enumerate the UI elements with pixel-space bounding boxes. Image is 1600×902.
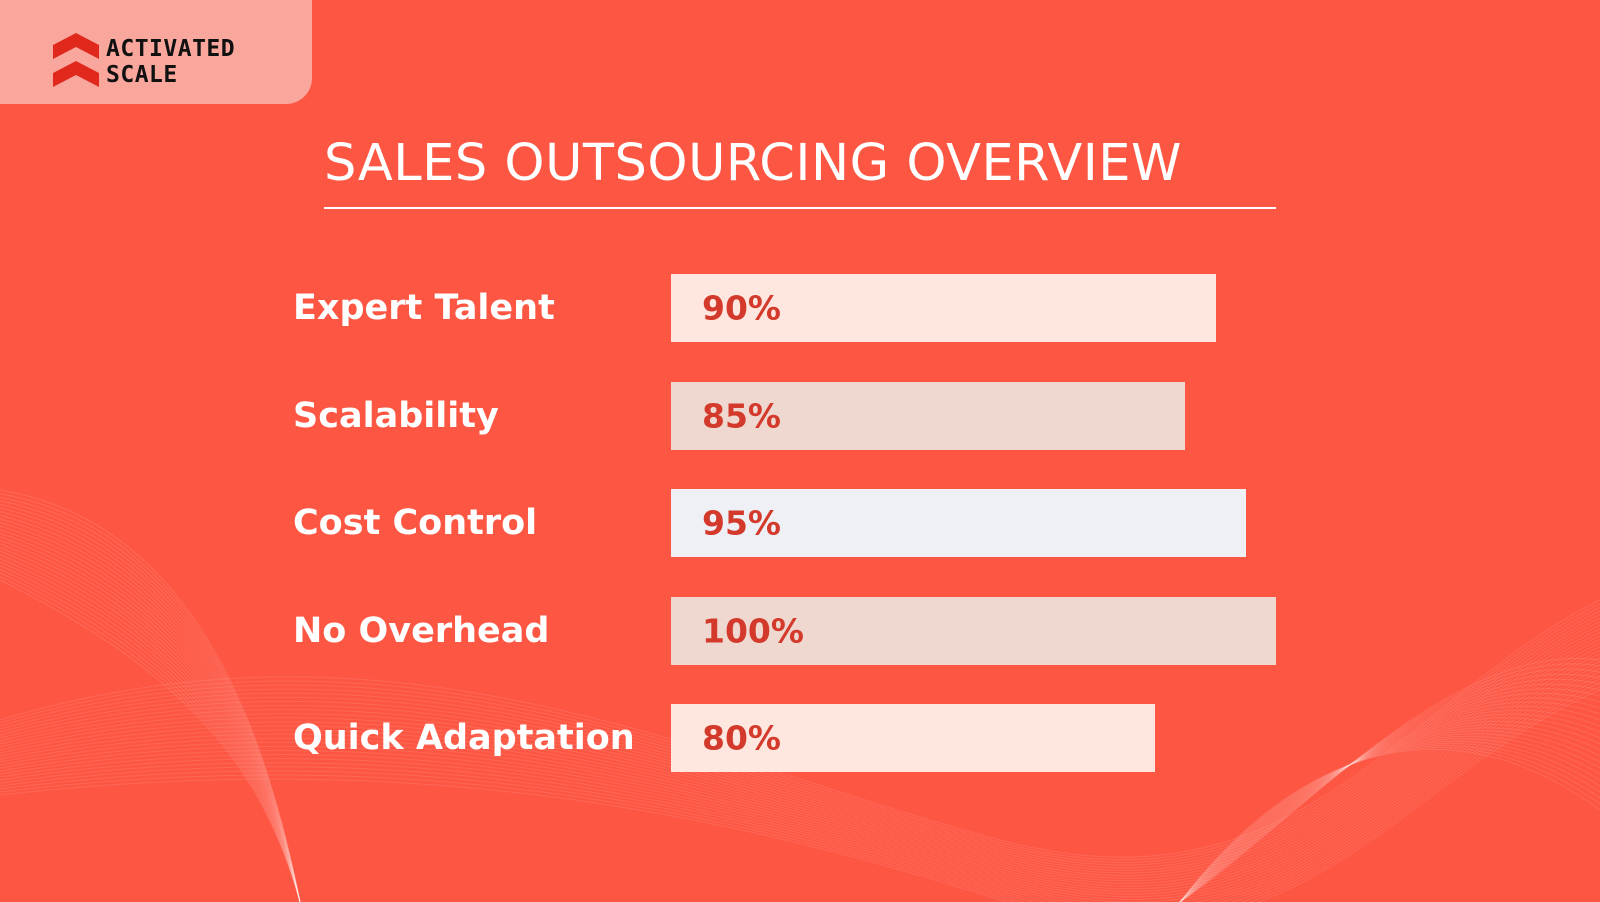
logo-panel: ACTIVATED SCALE [0,0,312,104]
category-label: Cost Control [293,503,538,543]
bar-value-label: 95% [702,503,781,543]
chevron-logo-icon [53,33,99,87]
bar-value-label: 85% [702,396,781,435]
brand-line-1: ACTIVATED [106,36,236,62]
bar: 100% [671,596,1276,665]
bar: 80% [671,704,1155,772]
bar: 90% [671,274,1216,342]
brand-line-2: SCALE [106,62,178,88]
category-label: No Overhead [293,610,550,651]
bar-value-label: 80% [702,718,781,758]
chart-title: SALES OUTSOURCING OVERVIEW [324,134,1182,193]
bar-value-label: 100% [702,611,804,650]
title-underline [324,207,1276,209]
category-label: Quick Adaptation [293,718,635,758]
bar: 85% [671,381,1186,450]
bar-value-label: 90% [702,288,781,328]
category-label: Expert Talent [293,288,555,328]
bar: 95% [671,489,1246,557]
category-label: Scalability [293,395,499,436]
brand-name: ACTIVATED SCALE [106,36,235,88]
